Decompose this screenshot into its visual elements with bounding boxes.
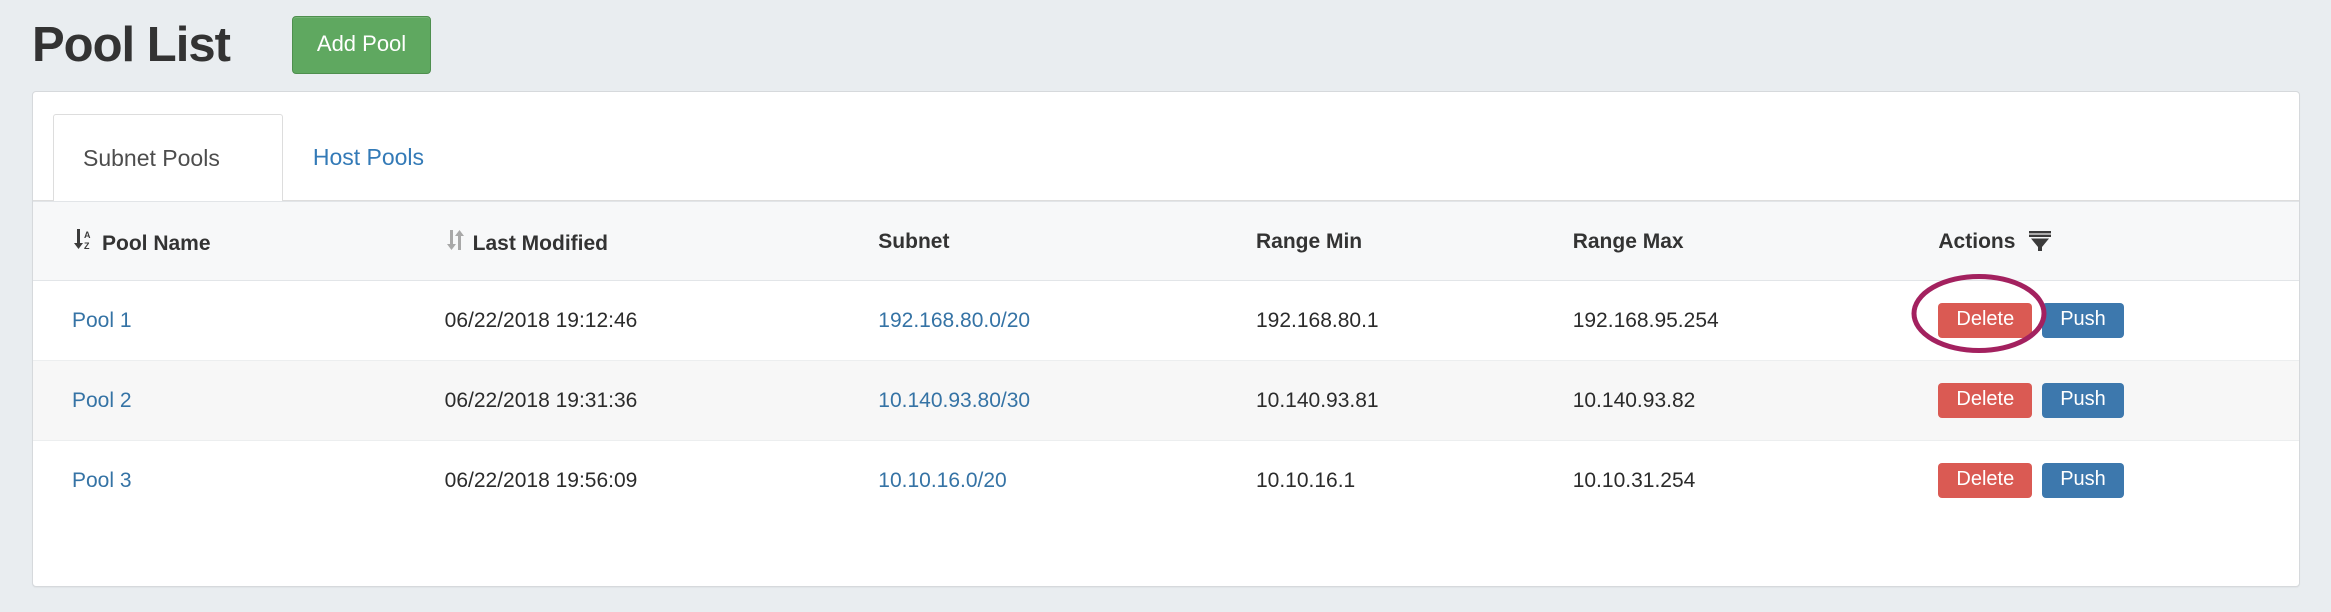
svg-text:Z: Z <box>84 241 90 251</box>
svg-text:A: A <box>84 230 91 240</box>
